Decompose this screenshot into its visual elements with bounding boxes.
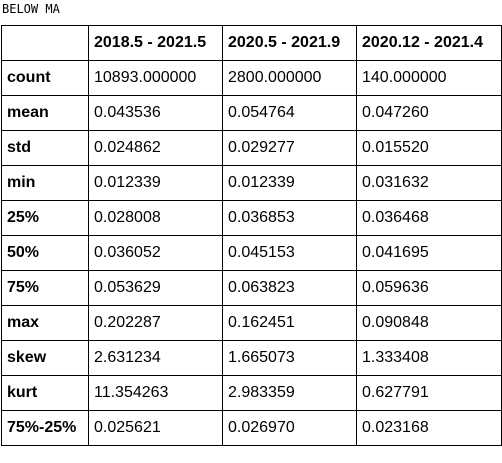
table-cell: 0.036468	[357, 201, 502, 236]
table-cell: 1.333408	[357, 341, 502, 376]
column-header-period-2: 2020.5 - 2021.9	[223, 26, 357, 61]
table-row: kurt 11.354263 2.983359 0.627791	[2, 376, 502, 411]
table-row: min 0.012339 0.012339 0.031632	[2, 166, 502, 201]
table-cell: 2.631234	[89, 341, 223, 376]
table-cell: 0.054764	[223, 96, 357, 131]
table-cell: 0.024862	[89, 131, 223, 166]
table-row: 50% 0.036052 0.045153 0.041695	[2, 236, 502, 271]
table-cell: 0.202287	[89, 306, 223, 341]
table-cell: 0.162451	[223, 306, 357, 341]
table-cell: 2800.000000	[223, 61, 357, 96]
table-cell: 0.043536	[89, 96, 223, 131]
table-cell: 11.354263	[89, 376, 223, 411]
table-cell: 0.053629	[89, 271, 223, 306]
table-cell: 10893.000000	[89, 61, 223, 96]
table-cell: 0.063823	[223, 271, 357, 306]
row-label: mean	[2, 96, 89, 131]
row-label: min	[2, 166, 89, 201]
table-cell: 0.627791	[357, 376, 502, 411]
table-cell: 0.029277	[223, 131, 357, 166]
table-cell: 0.041695	[357, 236, 502, 271]
table-cell: 0.023168	[357, 411, 502, 446]
table-cell: 0.025621	[89, 411, 223, 446]
table-row: skew 2.631234 1.665073 1.333408	[2, 341, 502, 376]
table-row: 25% 0.028008 0.036853 0.036468	[2, 201, 502, 236]
table-row: 75% 0.053629 0.063823 0.059636	[2, 271, 502, 306]
row-label: count	[2, 61, 89, 96]
row-label: std	[2, 131, 89, 166]
column-header-corner	[2, 26, 89, 61]
table-row: count 10893.000000 2800.000000 140.00000…	[2, 61, 502, 96]
table-row: std 0.024862 0.029277 0.015520	[2, 131, 502, 166]
row-label: 50%	[2, 236, 89, 271]
column-header-period-3: 2020.12 - 2021.4	[357, 26, 502, 61]
table-cell: 0.026970	[223, 411, 357, 446]
row-label: 25%	[2, 201, 89, 236]
table-cell: 140.000000	[357, 61, 502, 96]
table-cell: 0.090848	[357, 306, 502, 341]
table-cell: 2.983359	[223, 376, 357, 411]
table-cell: 1.665073	[223, 341, 357, 376]
table-cell: 0.028008	[89, 201, 223, 236]
table-cell: 0.031632	[357, 166, 502, 201]
table-cell: 0.036853	[223, 201, 357, 236]
row-label: 75%	[2, 271, 89, 306]
table-row: 75%-25% 0.025621 0.026970 0.023168	[2, 411, 502, 446]
column-header-period-1: 2018.5 - 2021.5	[89, 26, 223, 61]
table-cell: 0.036052	[89, 236, 223, 271]
table-cell: 0.012339	[223, 166, 357, 201]
header-row: 2018.5 - 2021.5 2020.5 - 2021.9 2020.12 …	[2, 26, 502, 61]
table-caption: BELOW MA	[2, 2, 60, 16]
row-label: skew	[2, 341, 89, 376]
table-cell: 0.047260	[357, 96, 502, 131]
table-row: mean 0.043536 0.054764 0.047260	[2, 96, 502, 131]
table-row: max 0.202287 0.162451 0.090848	[2, 306, 502, 341]
row-label: kurt	[2, 376, 89, 411]
row-label: max	[2, 306, 89, 341]
statistics-table: 2018.5 - 2021.5 2020.5 - 2021.9 2020.12 …	[1, 25, 502, 446]
row-label: 75%-25%	[2, 411, 89, 446]
table-cell: 0.045153	[223, 236, 357, 271]
table-cell: 0.059636	[357, 271, 502, 306]
table-cell: 0.012339	[89, 166, 223, 201]
table-cell: 0.015520	[357, 131, 502, 166]
